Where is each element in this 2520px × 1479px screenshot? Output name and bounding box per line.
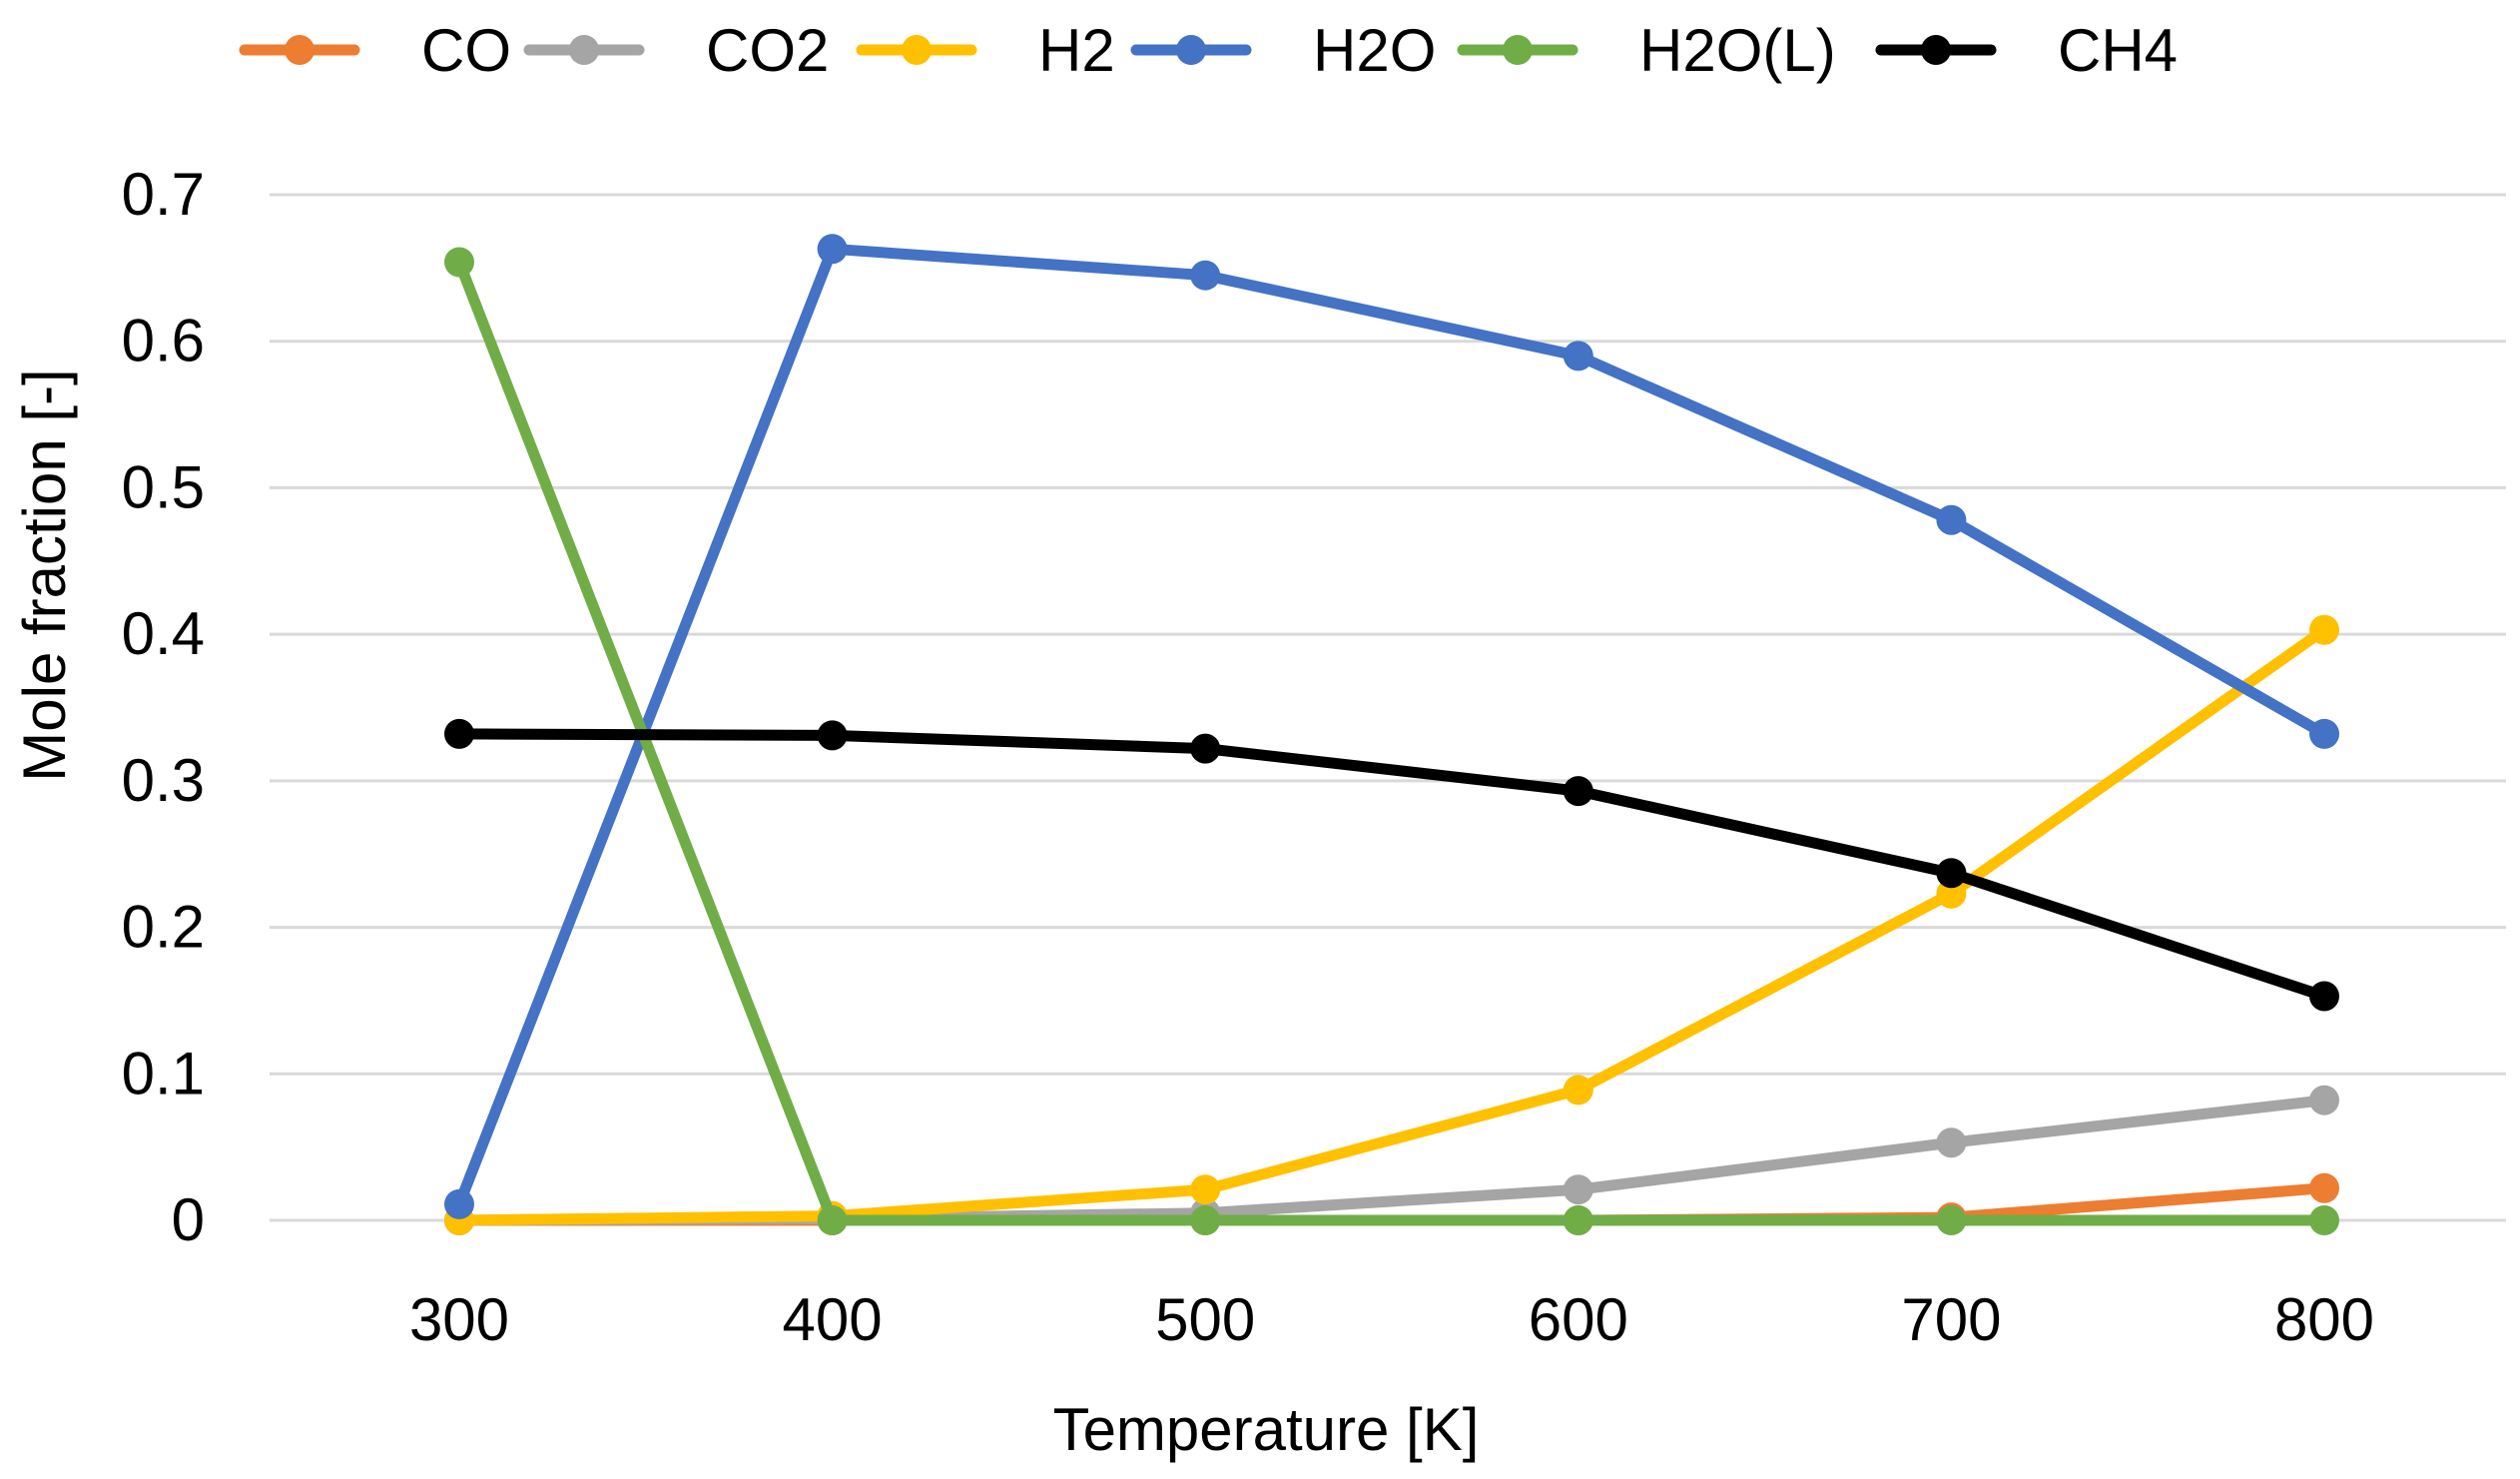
series-h2o [444,234,2339,1219]
legend-label: H2 [1038,17,1115,84]
series-line-h2o-l [453,257,2330,1226]
legend-item-h2o-l: H2O(L) [1457,17,1836,84]
data-point-ch4 [1190,733,1221,764]
x-axis-title: Temperature [K] [1053,1396,1480,1463]
data-point-h2o-l [1563,1205,1593,1235]
y-tick-label: 0 [172,1186,205,1253]
data-point-co2 [1563,1174,1593,1205]
x-tick-label: 800 [2274,1286,2374,1353]
legend-item-ch4: CH4 [1875,17,2178,84]
data-point-co2 [2309,1085,2339,1115]
data-point-h2o-l [444,247,474,278]
legend-swatch-marker [285,35,315,65]
data-point-ch4 [2309,981,2339,1012]
y-tick-label: 0.5 [122,453,205,520]
legend-swatch-marker [902,35,932,65]
x-tick-label: 500 [1155,1286,1255,1353]
series-line-h2o [453,243,2330,1210]
y-tick-label: 0.1 [122,1040,205,1107]
y-tick-label: 0.4 [122,600,205,667]
data-point-h2o-l [1190,1205,1221,1235]
gridlines [270,193,2506,1222]
y-tick-label: 0.2 [122,894,205,961]
legend-item-co: CO [239,17,511,84]
data-point-h2o [1563,341,1593,371]
data-point-h2 [1563,1075,1593,1106]
y-axis-title: Mole fraction [-] [11,369,78,781]
y-axis-ticks: 0 0.1 0.2 0.3 0.4 0.5 0.6 0.7 [122,161,205,1253]
legend-item-h2o: H2O [1130,17,1436,84]
data-point-h2 [1190,1174,1221,1205]
series-ch4 [444,718,2339,1012]
data-point-co [2309,1172,2339,1203]
series-h2o-l [444,247,2339,1235]
series-line-co2 [453,1095,2330,1226]
series-h2 [444,614,2339,1235]
data-point-ch4 [1563,776,1593,807]
data-point-ch4 [444,718,474,749]
legend-label: CH4 [2058,17,2178,84]
data-point-h2o [817,234,848,265]
legend: CO CO2 H2 H2O H2O(L) CH4 [239,17,2178,84]
data-point-h2 [1936,878,1967,909]
data-point-h2o [444,1188,474,1219]
x-tick-label: 700 [1901,1286,2001,1353]
legend-swatch-marker [1503,35,1533,65]
y-tick-label: 0.7 [122,161,205,228]
legend-swatch-marker [1921,35,1951,65]
legend-label: H2O(L) [1639,17,1836,84]
data-point-h2o-l [817,1205,848,1235]
legend-label: H2O [1313,17,1436,84]
legend-swatch-marker [1176,35,1206,65]
x-tick-label: 600 [1529,1286,1628,1353]
legend-item-h2: H2 [856,17,1115,84]
data-point-ch4 [1936,858,1967,889]
data-point-h2o-l [1936,1205,1967,1235]
data-point-h2o [1936,504,1967,535]
series-line-h2 [453,624,2330,1226]
x-axis-ticks: 300 400 500 600 700 800 [409,1286,2374,1353]
x-tick-label: 400 [783,1286,883,1353]
legend-swatch-marker [569,35,599,65]
legend-label: CO [421,17,511,84]
legend-label: CO2 [706,17,829,84]
series-group [444,234,2339,1235]
series-line-ch4 [453,728,2330,1002]
x-tick-label: 300 [409,1286,509,1353]
data-point-h2 [2309,614,2339,645]
y-tick-label: 0.6 [122,308,205,374]
data-point-ch4 [817,720,848,751]
legend-item-co2: CO2 [523,17,829,84]
data-point-h2o [2309,718,2339,749]
data-point-h2o-l [2309,1205,2339,1235]
data-point-h2o [1190,260,1221,291]
data-point-co2 [1936,1127,1967,1158]
y-tick-label: 0.3 [122,747,205,814]
